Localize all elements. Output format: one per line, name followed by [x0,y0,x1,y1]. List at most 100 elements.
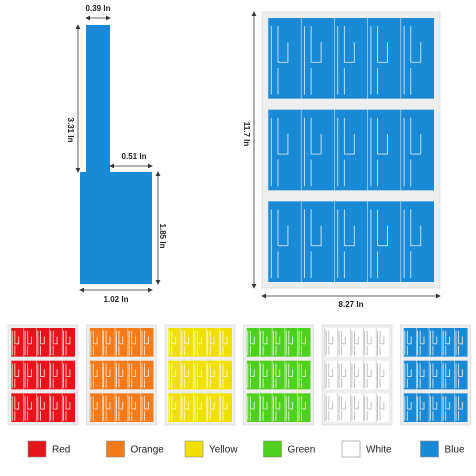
label-outline [90,330,98,356]
label-outline [417,330,425,356]
label-outline [377,396,385,421]
label-outline [128,330,137,356]
label-outline [181,330,189,356]
label-outline [351,330,359,356]
label-outline [325,396,334,421]
label-outline [194,396,202,421]
label-outline [168,330,177,356]
label-row [89,360,154,390]
label-outline [90,396,98,421]
label-outline [364,363,372,388]
dimension-label: 0.51 In [122,152,147,161]
label-outline [115,396,124,421]
label-outline [285,396,294,421]
label-row [11,360,75,390]
label-outline [24,396,32,421]
color-swatch [341,440,361,458]
label-outline [404,363,412,388]
dimension-label: 1.02 In [104,295,129,304]
label-outline [103,363,111,388]
label-outline [141,396,149,421]
label-outline [404,330,412,356]
label-outline [168,396,177,421]
label-outline [90,363,98,388]
label-outline [338,363,346,388]
label-outline [364,396,372,421]
dimension-label: 0.39 In [86,4,111,13]
label-outline [429,330,438,356]
label-row [246,328,311,357]
label-row [268,201,434,282]
label-outline [298,396,306,421]
label-outline [11,330,20,356]
label-outline [220,363,228,388]
color-swatch [27,440,47,458]
label-outline [364,330,372,356]
label-outline [63,363,71,388]
label-row [168,328,232,357]
label-sheet [261,11,441,289]
label-outline [403,26,422,95]
label-outline [455,363,463,388]
label-outline [272,396,281,421]
label-outline [403,209,422,278]
dimension-label: 11.7 In [242,122,251,147]
label-outline [417,363,425,388]
label-outline [128,396,137,421]
label-outline [429,363,438,388]
label-outline [338,396,346,421]
label-row [246,360,311,390]
label-outline [103,330,111,356]
label-outline [270,209,289,278]
label-outline [247,363,255,388]
label-row [268,18,434,99]
label-outline [50,396,58,421]
label-outline [338,330,346,356]
label-outline [220,330,228,356]
label-outline [50,330,58,356]
label-outline [220,396,228,421]
label-outline [455,396,463,421]
label-outline [455,330,463,356]
label-outline [442,363,451,388]
label-outline [272,330,281,356]
label-outline [260,396,268,421]
label-row [325,328,389,357]
label-outline [403,117,422,187]
label-outline [304,26,322,95]
label-outline [442,396,451,421]
label-outline [272,363,281,388]
label-outline [270,26,289,95]
label-outline [50,363,58,388]
color-name: Orange [131,445,165,456]
label-outline [128,363,137,388]
label-outline [37,396,45,421]
label-row [268,109,434,191]
label-outline [207,363,215,388]
label-outline [194,363,202,388]
label-outline [377,363,385,388]
label-outline [181,396,189,421]
label-outline [285,330,294,356]
label-outline [325,363,334,388]
label-outline [207,396,215,421]
label-row [325,393,389,422]
label-row [403,393,468,422]
label-outline [115,363,124,388]
label-row [403,360,468,390]
color-name: Yellow [209,445,238,456]
label-outline [103,396,111,421]
label-row [168,360,232,390]
color-swatch [263,440,282,458]
color-name: Blue [445,445,465,456]
label-outline [298,330,306,356]
label-outline [260,330,268,356]
label-outline [337,117,355,187]
label-outline [115,330,124,356]
label-outline [63,396,71,421]
color-name: White [366,445,392,456]
color-swatch [184,440,204,458]
label-outline [417,396,425,421]
label-outline [285,363,294,388]
